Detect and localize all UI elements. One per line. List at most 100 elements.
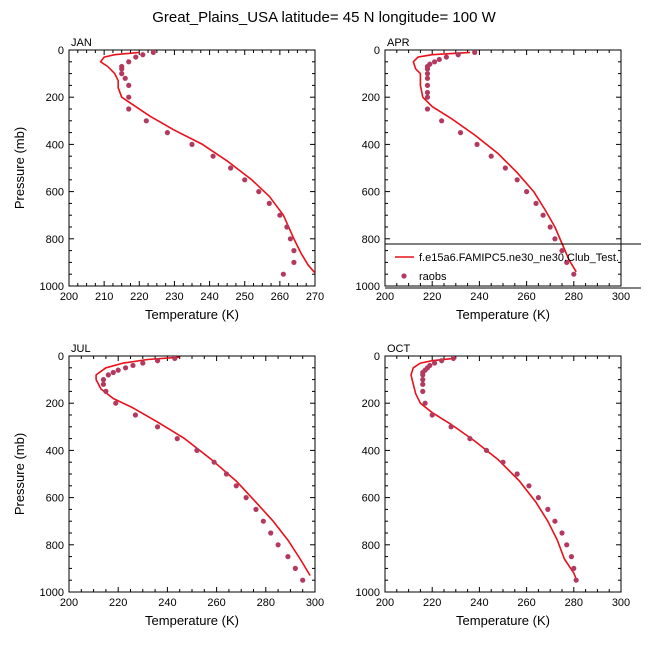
raobs-point-oct xyxy=(564,542,570,548)
y-tick-label-jan: 600 xyxy=(46,187,64,199)
y-tick-label-jan: 800 xyxy=(46,234,64,246)
x-tick-label-oct: 280 xyxy=(565,597,583,609)
y-axis-title-jan: Pressure (mb) xyxy=(12,127,27,209)
raobs-point-apr xyxy=(455,52,461,58)
y-tick-label-jul: 600 xyxy=(46,493,64,505)
figure-title: Great_Plains_USA latitude= 45 N longitud… xyxy=(152,9,496,26)
raobs-point-jul xyxy=(172,356,178,361)
raobs-point-oct xyxy=(420,377,426,383)
raobs-point-jan xyxy=(291,248,297,254)
x-tick-label-oct: 240 xyxy=(470,597,488,609)
raobs-point-apr xyxy=(424,71,431,77)
raobs-point-jul xyxy=(130,362,136,369)
raobs-point-oct xyxy=(552,518,558,524)
x-tick-label-jan: 250 xyxy=(236,291,254,303)
raobs-point-jan xyxy=(140,52,146,58)
raobs-point-jul xyxy=(154,424,161,430)
y-tick-label-jan: 0 xyxy=(58,45,64,57)
y-tick-label-jan: 400 xyxy=(46,139,64,151)
y-tick-label-apr: 800 xyxy=(362,234,380,246)
legend-obs-label: raobs xyxy=(419,271,447,283)
raobs-point-apr xyxy=(443,54,449,60)
raobs-point-oct xyxy=(467,436,473,442)
x-tick-label-jul: 240 xyxy=(158,597,176,609)
x-tick-label-apr: 260 xyxy=(517,291,535,303)
raobs-point-apr xyxy=(424,94,431,100)
raobs-point-jul xyxy=(194,447,200,453)
x-tick-label-oct: 260 xyxy=(517,597,535,609)
raobs-point-jul xyxy=(154,358,161,364)
x-tick-label-oct: 220 xyxy=(423,597,441,609)
raobs-point-jan xyxy=(280,271,286,277)
raobs-point-jul xyxy=(243,495,249,501)
raobs-point-oct xyxy=(429,412,435,418)
plot-area-jul xyxy=(95,356,311,583)
raobs-point-jan xyxy=(189,141,195,147)
raobs-point-apr xyxy=(559,248,565,254)
y-tick-label-oct: 600 xyxy=(362,493,380,505)
raobs-point-jul xyxy=(174,436,180,442)
raobs-point-jul xyxy=(300,577,306,583)
raobs-point-jan xyxy=(119,66,125,72)
raobs-point-jul xyxy=(292,565,298,572)
raobs-point-jul xyxy=(132,412,139,418)
raobs-point-apr xyxy=(540,212,546,218)
y-tick-label-jul: 0 xyxy=(58,351,64,363)
raobs-point-jan xyxy=(210,153,216,159)
raobs-point-oct xyxy=(431,360,438,366)
raobs-point-oct xyxy=(500,459,506,465)
panel-jan: JAN 200 210 220 230 240 250 260 270 0 200 400 600 800… xyxy=(12,37,324,322)
raobs-point-jul xyxy=(140,360,146,366)
raobs-point-oct xyxy=(420,372,426,378)
raobs-point-jul xyxy=(253,506,259,512)
y-tick-label-oct: 0 xyxy=(374,351,380,363)
y-tick-label-apr: 400 xyxy=(362,139,380,151)
panel-label-jan: JAN xyxy=(71,37,92,49)
raobs-point-oct xyxy=(571,565,577,572)
raobs-point-jan xyxy=(266,200,272,206)
raobs-point-jan xyxy=(122,75,128,81)
x-tick-label-jul: 220 xyxy=(109,597,127,609)
raobs-point-apr xyxy=(533,200,539,206)
raobs-point-jul xyxy=(103,388,109,394)
panel-oct: OCT 200 220 240 260 280 300 0 200 400 600 800 1000 Te… xyxy=(356,343,631,628)
x-tick-label-apr: 280 xyxy=(565,291,583,303)
x-axis-title-oct: Temperature (K) xyxy=(456,613,550,628)
y-tick-label-apr: 600 xyxy=(362,187,380,199)
y-tick-label-jan: 200 xyxy=(46,92,64,104)
raobs-point-jan xyxy=(164,130,170,136)
raobs-point-jan xyxy=(242,177,248,183)
panel-apr: APR 200 220 240 260 280 300 0 200 400 600 800 1000 Te… xyxy=(356,37,631,322)
x-axis-title-jul: Temperature (K) xyxy=(145,613,239,628)
model-line-oct xyxy=(410,357,577,580)
raobs-point-jul xyxy=(122,365,129,371)
x-tick-label-apr: 300 xyxy=(612,291,630,303)
raobs-point-jan xyxy=(228,165,234,171)
raobs-point-jul xyxy=(100,377,107,383)
raobs-point-jul xyxy=(285,554,291,560)
raobs-point-jan xyxy=(143,118,149,124)
raobs-point-apr xyxy=(552,236,558,242)
raobs-point-jul xyxy=(260,518,266,524)
x-tick-label-jul: 260 xyxy=(207,597,225,609)
y-tick-label-jul: 1000 xyxy=(40,587,64,599)
raobs-point-apr xyxy=(502,165,508,171)
raobs-point-oct xyxy=(439,358,445,364)
y-tick-label-jan: 1000 xyxy=(40,281,64,293)
raobs-point-apr xyxy=(524,189,530,195)
raobs-point-jul xyxy=(268,530,274,536)
raobs-point-apr xyxy=(424,89,431,96)
y-tick-label-jul: 200 xyxy=(46,398,64,410)
x-tick-label-jan: 220 xyxy=(130,291,148,303)
panel-label-oct: OCT xyxy=(387,343,411,355)
x-tick-label-apr: 240 xyxy=(470,291,488,303)
raobs-point-jul xyxy=(275,542,281,548)
raobs-point-jan xyxy=(119,71,125,77)
y-tick-label-jul: 400 xyxy=(46,445,64,457)
raobs-point-jul xyxy=(105,372,111,378)
raobs-point-apr xyxy=(439,118,445,124)
raobs-point-oct xyxy=(573,577,579,583)
x-tick-label-jan: 240 xyxy=(200,291,218,303)
y-tick-label-oct: 800 xyxy=(362,540,380,552)
raobs-point-jul xyxy=(110,369,116,376)
